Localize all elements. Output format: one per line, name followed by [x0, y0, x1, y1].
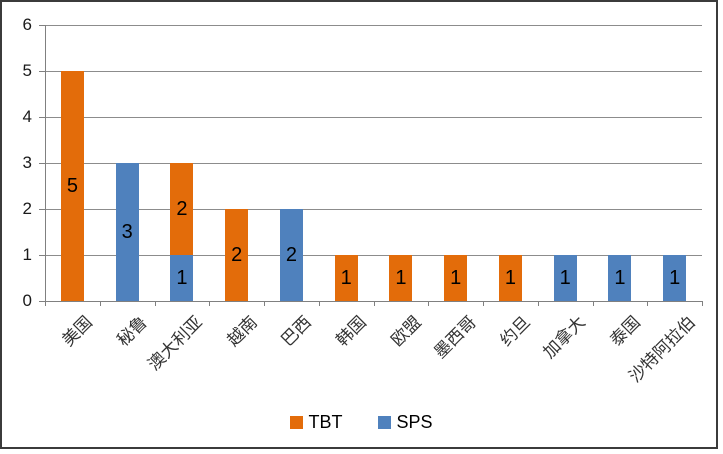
y-tick: [39, 25, 45, 26]
y-tick-label: 0: [22, 291, 32, 310]
x-tick: [373, 301, 375, 306]
x-tick: [592, 301, 594, 306]
x-tick: [154, 301, 156, 306]
y-axis: [45, 25, 46, 306]
legend-label-tbt: TBT: [308, 412, 343, 432]
gridline: [45, 255, 702, 256]
y-tick: [39, 255, 45, 256]
x-tick: [537, 301, 539, 306]
bar-segment-sps: [115, 163, 139, 301]
bar-value-label: 3: [121, 221, 133, 243]
bar-segment-tbt: [444, 255, 468, 301]
bar-value-label: 2: [231, 244, 243, 266]
bar-segment-tbt: [170, 163, 194, 255]
bar-value-label: 1: [669, 267, 681, 289]
legend: TBT SPS: [0, 412, 723, 433]
legend-swatch-tbt: [290, 416, 304, 429]
y-tick-label: 6: [22, 15, 32, 34]
bar-value-label: 1: [340, 267, 352, 289]
y-tick-label: 2: [22, 199, 32, 218]
legend-label-sps: SPS: [396, 412, 433, 432]
x-tick: [209, 301, 211, 306]
bar-value-label: 1: [395, 267, 407, 289]
legend-swatch-sps: [378, 416, 392, 429]
x-tick: [99, 301, 101, 306]
y-tick: [39, 209, 45, 210]
y-tick: [39, 163, 45, 164]
bar-segment-tbt: [389, 255, 413, 301]
bar-segment-tbt: [334, 255, 358, 301]
y-tick: [39, 71, 45, 72]
x-tick: [483, 301, 484, 306]
gridline: [45, 117, 702, 118]
y-tick-label: 4: [22, 107, 32, 126]
x-tick: [647, 301, 649, 306]
x-tick: [702, 301, 703, 306]
x-tick: [264, 301, 265, 306]
bar-segment-tbt: [60, 71, 84, 301]
y-tick-label: 3: [22, 153, 32, 172]
bar-segment-tbt: [498, 255, 522, 301]
x-axis: [39, 301, 702, 302]
x-tick: [45, 301, 46, 306]
y-tick: [39, 117, 45, 118]
bar-segment-sps: [663, 255, 687, 301]
gridline: [45, 163, 702, 164]
bar-segment-sps: [553, 255, 577, 301]
y-tick: [39, 301, 45, 302]
legend-item-sps: SPS: [378, 412, 433, 433]
bar-value-label: 1: [504, 267, 516, 289]
legend-item-tbt: TBT: [290, 412, 342, 433]
x-tick: [318, 301, 320, 306]
bar-value-label: 2: [285, 244, 297, 266]
gridline: [45, 25, 702, 26]
y-tick-label: 1: [22, 245, 32, 264]
gridline: [45, 71, 702, 72]
x-tick: [428, 301, 430, 306]
bar-value-label: 1: [450, 267, 462, 289]
bar-value-label: 1: [614, 267, 626, 289]
y-tick-label: 5: [22, 61, 32, 80]
bar-segment-tbt: [225, 209, 249, 301]
gridline: [45, 209, 702, 210]
bar-value-label: 2: [176, 198, 188, 220]
bar-segment-sps: [170, 255, 194, 301]
bar-value-label: 5: [66, 175, 78, 197]
bar-segment-sps: [608, 255, 632, 301]
bar-value-label: 1: [559, 267, 571, 289]
bar-value-label: 1: [176, 267, 188, 289]
bar-segment-sps: [279, 209, 303, 301]
